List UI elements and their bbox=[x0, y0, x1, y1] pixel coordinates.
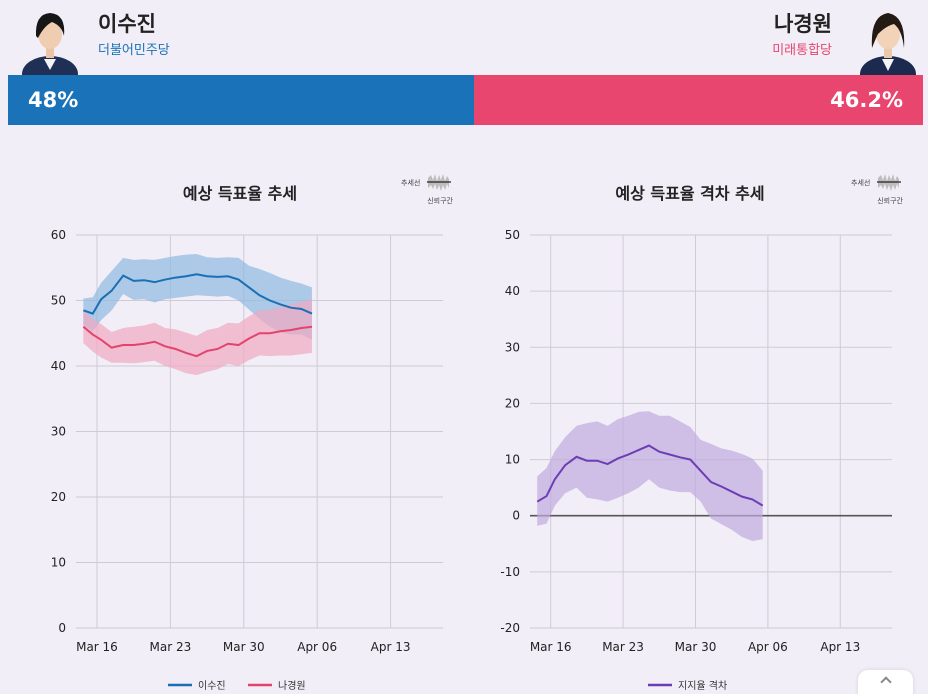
candidate-left: 이수진 더불어민주당 bbox=[0, 0, 470, 75]
series-line bbox=[82, 325, 313, 358]
y-tick-label: 0 bbox=[58, 621, 66, 635]
x-tick-label: Apr 06 bbox=[748, 640, 788, 654]
candidate-right: 나경원 미래통합당 bbox=[458, 0, 928, 75]
y-tick-label: 40 bbox=[51, 359, 66, 373]
trend-legend-label: 추세선 bbox=[851, 179, 871, 187]
x-tick-label: Mar 23 bbox=[150, 640, 192, 654]
y-tick-label: 30 bbox=[51, 425, 66, 439]
ci-legend-label: 신뢰구간 bbox=[427, 197, 453, 205]
trend-legend-label: 추세선 bbox=[401, 179, 421, 187]
y-tick-label: -20 bbox=[500, 621, 520, 635]
chart-1: Mar 16 Mar 23 Mar 30 Apr 06 Apr 13 0 10 20 30 40 5… bbox=[51, 228, 443, 692]
chart-2: Mar 16 Mar 23 Mar 30 Apr 06 Apr 13 -20 -10 0 10 2… bbox=[500, 228, 892, 692]
avatar bbox=[22, 4, 78, 75]
candidate-party: 더불어민주당 bbox=[98, 43, 170, 58]
y-tick-label: 50 bbox=[505, 228, 520, 242]
y-tick-label: 20 bbox=[51, 490, 66, 504]
x-tick-label: Apr 06 bbox=[297, 640, 337, 654]
x-tick-label: Mar 16 bbox=[76, 640, 118, 654]
y-tick-label: 20 bbox=[505, 396, 520, 410]
vote-share-left: 48% bbox=[8, 75, 474, 125]
legend-label: 지지율 격차 bbox=[678, 679, 727, 692]
x-tick-label: Mar 30 bbox=[675, 640, 717, 654]
candidate-name: 나경원 bbox=[774, 12, 832, 36]
x-tick-label: Mar 23 bbox=[602, 640, 644, 654]
confidence-band bbox=[83, 253, 312, 340]
y-tick-label: -10 bbox=[500, 565, 520, 579]
x-tick-label: Apr 13 bbox=[820, 640, 860, 654]
scroll-top-button[interactable] bbox=[858, 670, 913, 694]
legend-label: 이수진 bbox=[198, 680, 226, 692]
y-tick-label: 40 bbox=[505, 284, 520, 298]
y-tick-label: 0 bbox=[512, 509, 520, 523]
y-tick-label: 50 bbox=[51, 294, 66, 308]
ci-legend-label: 신뢰구간 bbox=[877, 197, 903, 205]
y-tick-label: 10 bbox=[505, 453, 520, 467]
x-tick-label: Mar 16 bbox=[530, 640, 572, 654]
series-line bbox=[536, 444, 764, 507]
candidate-party: 미래통합당 bbox=[772, 43, 832, 58]
y-tick-label: 60 bbox=[51, 228, 66, 242]
vote-share-right: 46.2% bbox=[473, 75, 923, 125]
confidence-band bbox=[83, 299, 312, 376]
vote-share-bar: 48% 46.2% bbox=[8, 75, 923, 125]
candidate-name: 이수진 bbox=[98, 12, 156, 36]
avatar bbox=[860, 4, 916, 75]
confidence-band bbox=[537, 411, 763, 541]
chart-title: 예상 득표율 격차 추세 bbox=[615, 184, 765, 203]
vote-share-left-label: 48% bbox=[28, 88, 79, 112]
trend-legend: 추세선 신뢰구간 bbox=[401, 172, 453, 208]
legend-label: 나경원 bbox=[278, 679, 306, 692]
chevron-up-icon bbox=[880, 676, 892, 688]
trend-legend: 추세선 신뢰구간 bbox=[851, 172, 903, 208]
series-line bbox=[83, 273, 313, 315]
x-tick-label: Mar 30 bbox=[223, 640, 265, 654]
y-tick-label: 10 bbox=[51, 556, 66, 570]
vote-share-right-label: 46.2% bbox=[830, 88, 903, 112]
chart-title: 예상 득표율 추세 bbox=[182, 184, 298, 203]
trend-band-icon bbox=[877, 174, 901, 191]
y-tick-label: 30 bbox=[505, 340, 520, 354]
trend-band-icon bbox=[427, 174, 451, 191]
x-tick-label: Apr 13 bbox=[371, 640, 411, 654]
